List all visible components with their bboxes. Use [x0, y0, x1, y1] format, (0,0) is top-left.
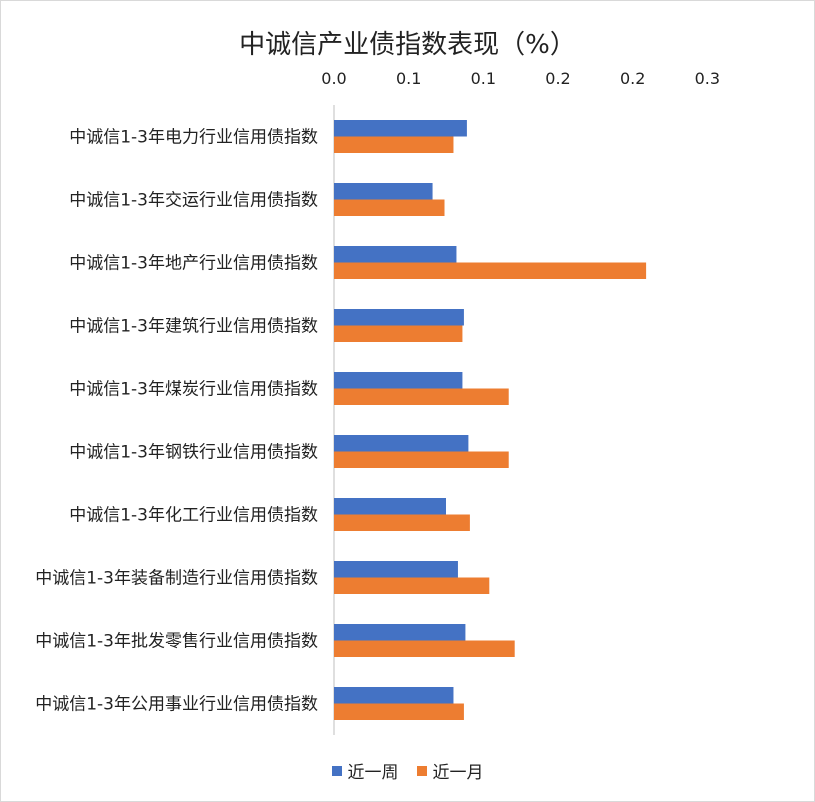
legend-label-month: 近一月 [432, 763, 484, 783]
bar-month [334, 388, 509, 405]
x-axis-ticks: 0.0 0.1 0.1 0.2 0.2 0.3 [321, 69, 720, 88]
bar-month [334, 199, 445, 216]
x-tick-label: 0.2 [620, 69, 645, 88]
category-label: 中诚信1-3年地产行业信用债指数 [69, 254, 318, 274]
bar-month [334, 325, 463, 342]
legend-item-month: 近一月 [416, 758, 484, 783]
bar-week [334, 372, 463, 389]
legend-label-week: 近一周 [347, 763, 399, 783]
legend: 近一周 近一月 [0, 758, 815, 783]
category-label: 中诚信1-3年批发零售行业信用债指数 [35, 632, 318, 652]
bar-week [334, 183, 433, 200]
x-tick-label: 0.2 [545, 69, 570, 88]
bar-week [334, 309, 464, 326]
x-tick-label: 0.0 [321, 69, 346, 88]
category-label: 中诚信1-3年交运行业信用债指数 [69, 191, 318, 211]
category-label: 中诚信1-3年装备制造行业信用债指数 [35, 569, 318, 589]
bar-month [334, 640, 515, 657]
bar-week [334, 624, 466, 641]
category-label: 中诚信1-3年钢铁行业信用债指数 [69, 443, 318, 463]
bar-month [334, 136, 454, 153]
category-label: 中诚信1-3年建筑行业信用债指数 [69, 317, 318, 337]
x-tick-label: 0.1 [471, 69, 496, 88]
legend-swatch-week [331, 765, 342, 776]
legend-item-week: 近一周 [331, 758, 399, 783]
bar-week [334, 687, 454, 704]
bar-week [334, 435, 469, 452]
category-label: 中诚信1-3年公用事业行业信用债指数 [35, 695, 318, 715]
category-labels: 中诚信1-3年电力行业信用债指数中诚信1-3年交运行业信用债指数中诚信1-3年地… [35, 128, 318, 715]
bar-week [334, 561, 458, 578]
x-tick-label: 0.3 [695, 69, 720, 88]
bar-month [334, 577, 490, 594]
x-tick-label: 0.1 [396, 69, 421, 88]
bar-week [334, 498, 446, 515]
bars [334, 120, 647, 720]
bar-month [334, 703, 464, 720]
bar-week [334, 120, 467, 137]
legend-swatch-month [416, 765, 427, 776]
bar-week [334, 246, 457, 263]
category-label: 中诚信1-3年电力行业信用债指数 [69, 128, 318, 148]
bar-month [334, 514, 470, 531]
bar-month [334, 262, 647, 279]
chart-title: 中诚信产业债指数表现（%） [239, 30, 576, 60]
category-label: 中诚信1-3年煤炭行业信用债指数 [69, 380, 318, 400]
category-label: 中诚信1-3年化工行业信用债指数 [69, 506, 318, 526]
bar-month [334, 451, 509, 468]
